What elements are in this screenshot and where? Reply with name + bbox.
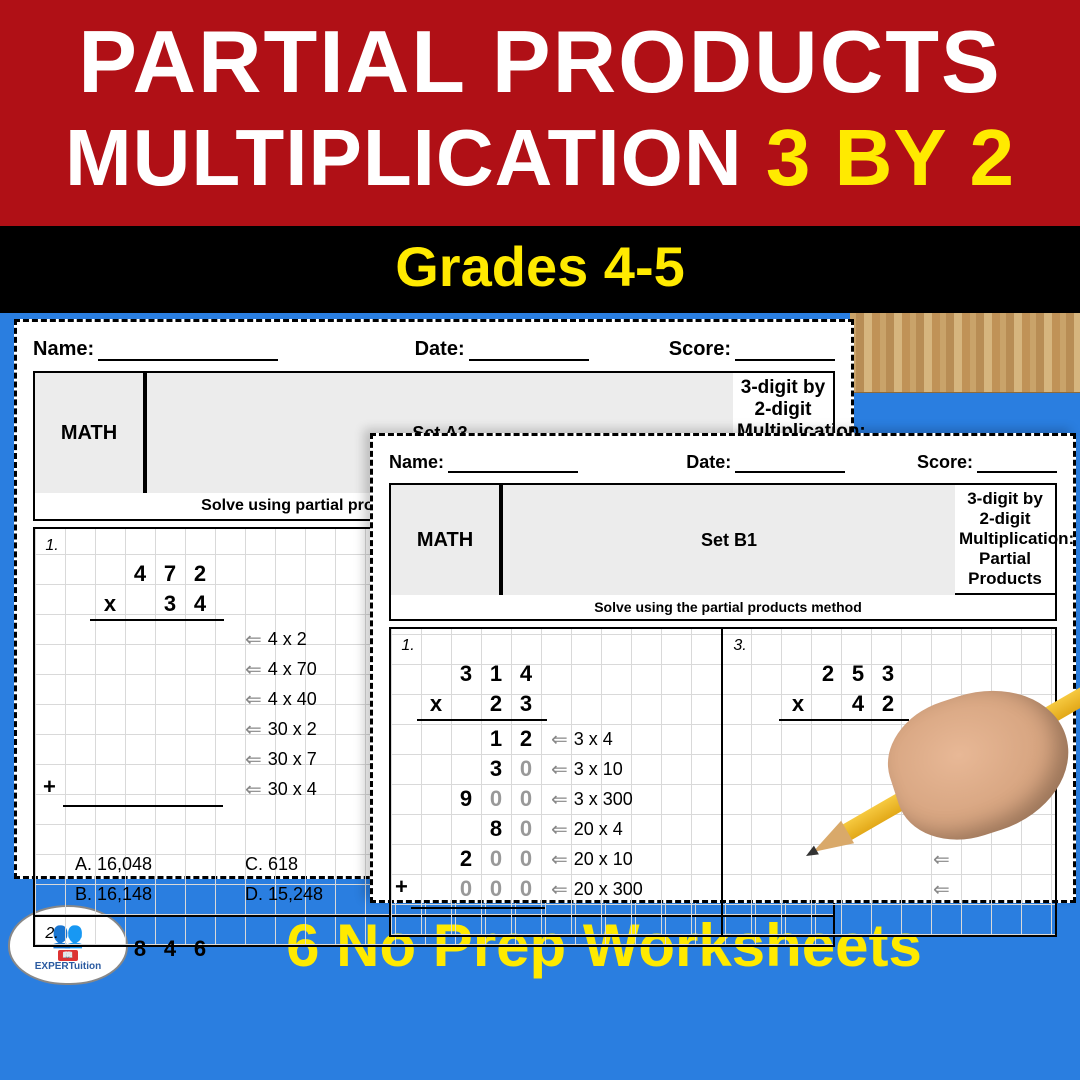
- arrow-icon: ⇐: [551, 727, 568, 752]
- answer-b: B. 16,148: [75, 879, 152, 909]
- arrow-icon: ⇐: [933, 877, 950, 902]
- score-label: Score:: [669, 338, 835, 361]
- problem-left: 1. 3 1 4 x 2 3 1 2 ⇐3 x 4 3 0 ⇐3 x 10 9 …: [391, 629, 723, 935]
- grades-band: Grades 4-5: [0, 226, 1080, 313]
- date-label: Date:: [686, 452, 845, 473]
- brand-name: EXPERTuition: [35, 961, 101, 972]
- arrow-icon: ⇐: [245, 717, 262, 742]
- content-area: Name: Date: Score: MATH 3-digit by 2-dig…: [0, 313, 1080, 903]
- arrow-icon: ⇐: [551, 817, 568, 842]
- form-row-a: Name: Date: Score:: [29, 332, 839, 369]
- q2-number: 2.: [37, 919, 67, 949]
- answer-c: C. 618: [245, 849, 298, 879]
- ws-subtitle: Solve using the partial products method: [501, 595, 955, 619]
- score-label: Score:: [917, 452, 1057, 473]
- arrow-icon: ⇐: [551, 757, 568, 782]
- arrow-icon: ⇐: [551, 847, 568, 872]
- arrow-icon: ⇐: [245, 747, 262, 772]
- arrow-icon: ⇐: [245, 627, 262, 652]
- name-label: Name:: [33, 338, 278, 361]
- answer-d: D. 15,248: [245, 879, 323, 909]
- name-label: Name:: [389, 452, 578, 473]
- form-row-b: Name: Date: Score:: [385, 446, 1061, 481]
- arrow-icon: ⇐: [245, 657, 262, 682]
- math-label: MATH: [391, 485, 501, 595]
- math-label: MATH: [35, 373, 145, 493]
- answer-a: A. 16,048: [75, 849, 152, 879]
- grades-text: Grades 4-5: [0, 234, 1080, 299]
- header-red-banner: PARTIAL PRODUCTS MULTIPLICATION 3 BY 2: [0, 0, 1080, 226]
- rule-line: [90, 619, 224, 621]
- date-label: Date:: [415, 338, 589, 361]
- hand-with-pencil: [790, 673, 1080, 873]
- title-line2: MULTIPLICATION 3 BY 2: [0, 112, 1080, 204]
- ws-title: 3-digit by 2-digit Multiplication: Parti…: [955, 485, 1055, 595]
- hand-shape: [873, 669, 1080, 858]
- wood-texture: [850, 313, 1080, 393]
- titlebox-b: MATH 3-digit by 2-digit Multiplication: …: [389, 483, 1057, 621]
- arrow-icon: ⇐: [245, 687, 262, 712]
- q1-number: 1.: [37, 531, 67, 561]
- title-line1: PARTIAL PRODUCTS: [0, 18, 1080, 106]
- book-icon: 📖: [58, 950, 77, 961]
- sum-line: [63, 805, 223, 807]
- arrow-icon: ⇐: [551, 877, 568, 902]
- set-label: Set B1: [501, 485, 955, 595]
- arrow-icon: ⇐: [245, 777, 262, 802]
- arrow-icon: ⇐: [551, 787, 568, 812]
